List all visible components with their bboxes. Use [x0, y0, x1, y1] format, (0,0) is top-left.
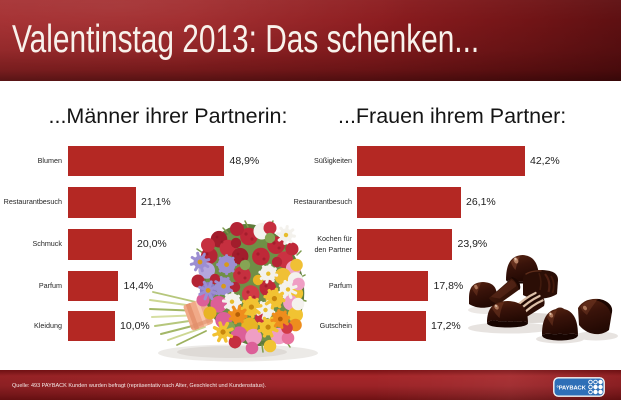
- svg-text:°PAYBACK: °PAYBACK: [557, 385, 587, 391]
